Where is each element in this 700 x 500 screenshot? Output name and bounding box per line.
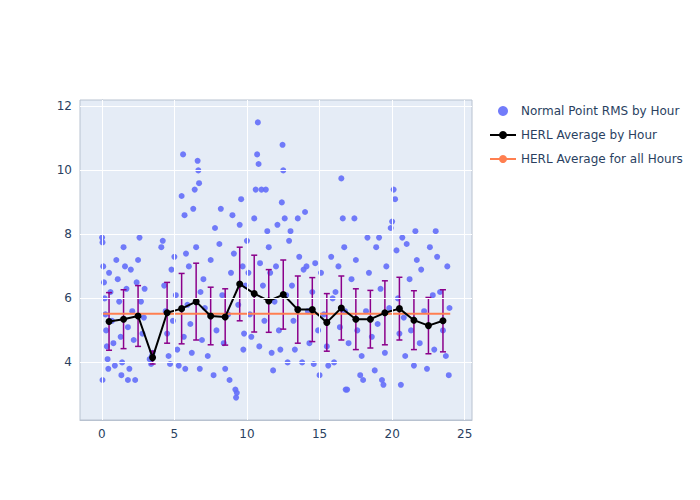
svg-text:20: 20	[385, 427, 400, 441]
svg-text:15: 15	[312, 427, 327, 441]
svg-text:10: 10	[57, 163, 72, 177]
svg-text:12: 12	[57, 99, 72, 113]
svg-text:HERL Average by Hour: HERL Average by Hour	[521, 128, 657, 142]
svg-text:0: 0	[98, 427, 106, 441]
svg-text:25: 25	[457, 427, 472, 441]
svg-text:8: 8	[64, 227, 72, 241]
svg-text:4: 4	[64, 355, 72, 369]
svg-text:HERL Average for all Hours: HERL Average for all Hours	[521, 152, 683, 166]
svg-text:5: 5	[171, 427, 179, 441]
svg-text:Normal Point RMS by Hour: Normal Point RMS by Hour	[521, 104, 679, 118]
svg-text:6: 6	[64, 291, 72, 305]
svg-text:10: 10	[239, 427, 254, 441]
